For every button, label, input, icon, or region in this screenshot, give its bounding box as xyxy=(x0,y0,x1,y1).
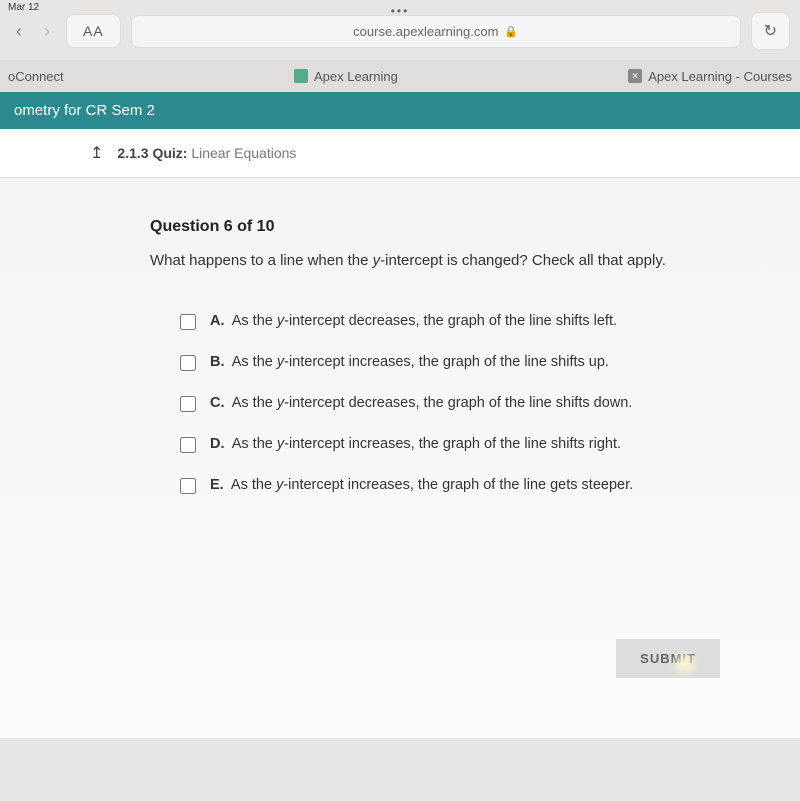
option-checkbox-C[interactable] xyxy=(180,396,196,412)
close-icon[interactable]: ✕ xyxy=(628,69,642,83)
tabs-bar: oConnect Apex Learning ✕ Apex Learning -… xyxy=(0,60,800,92)
back-icon[interactable]: ‹ xyxy=(10,21,28,42)
tab-apex-learning[interactable]: Apex Learning xyxy=(84,69,609,84)
status-date: Mar 12 xyxy=(0,0,47,15)
lock-icon: 🔒 xyxy=(504,25,518,38)
tab-mid-label: Apex Learning xyxy=(314,69,398,84)
option-text: B. As the y-intercept increases, the gra… xyxy=(210,354,609,370)
apex-favicon-icon xyxy=(294,69,308,83)
breadcrumb-title: Linear Equations xyxy=(191,145,296,161)
option-text: D. As the y-intercept increases, the gra… xyxy=(210,436,621,452)
forward-icon[interactable]: › xyxy=(38,21,56,42)
option-checkbox-D[interactable] xyxy=(180,437,196,453)
question-panel: Question 6 of 10 What happens to a line … xyxy=(0,178,800,738)
course-title-bar: ometry for CR Sem 2 xyxy=(0,92,800,129)
breadcrumb-back-icon[interactable]: ↥ xyxy=(90,143,103,163)
option-checkbox-A[interactable] xyxy=(180,314,196,330)
breadcrumb: ↥ 2.1.3 Quiz: Linear Equations xyxy=(0,129,800,178)
option-text: E. As the y-intercept increases, the gra… xyxy=(210,477,633,493)
camera-dots: ••• xyxy=(391,4,410,18)
option-B[interactable]: B. As the y-intercept increases, the gra… xyxy=(180,354,720,371)
breadcrumb-number: 2.1.3 xyxy=(117,145,148,161)
option-C[interactable]: C. As the y-intercept decreases, the gra… xyxy=(180,395,720,412)
options-list: A. As the y-intercept decreases, the gra… xyxy=(150,313,720,494)
tab-right-label: Apex Learning - Courses xyxy=(648,69,792,84)
reload-button[interactable]: ↻ xyxy=(751,12,790,50)
tab-apex-courses[interactable]: ✕ Apex Learning - Courses xyxy=(608,69,800,84)
option-checkbox-B[interactable] xyxy=(180,355,196,371)
option-D[interactable]: D. As the y-intercept increases, the gra… xyxy=(180,436,720,453)
question-text: What happens to a line when the y-interc… xyxy=(150,250,720,273)
breadcrumb-label: Quiz: xyxy=(152,145,187,161)
url-text: course.apexlearning.com xyxy=(353,24,498,39)
option-E[interactable]: E. As the y-intercept increases, the gra… xyxy=(180,477,720,494)
tab-oconnect[interactable]: oConnect xyxy=(0,69,84,84)
address-bar[interactable]: course.apexlearning.com 🔒 xyxy=(131,15,741,48)
option-text: C. As the y-intercept decreases, the gra… xyxy=(210,395,632,411)
option-text: A. As the y-intercept decreases, the gra… xyxy=(210,313,617,329)
option-checkbox-E[interactable] xyxy=(180,478,196,494)
text-size-button[interactable]: AA xyxy=(66,14,121,48)
option-A[interactable]: A. As the y-intercept decreases, the gra… xyxy=(180,313,720,330)
question-counter: Question 6 of 10 xyxy=(150,218,720,236)
submit-button[interactable]: SUBMIT xyxy=(616,639,720,678)
